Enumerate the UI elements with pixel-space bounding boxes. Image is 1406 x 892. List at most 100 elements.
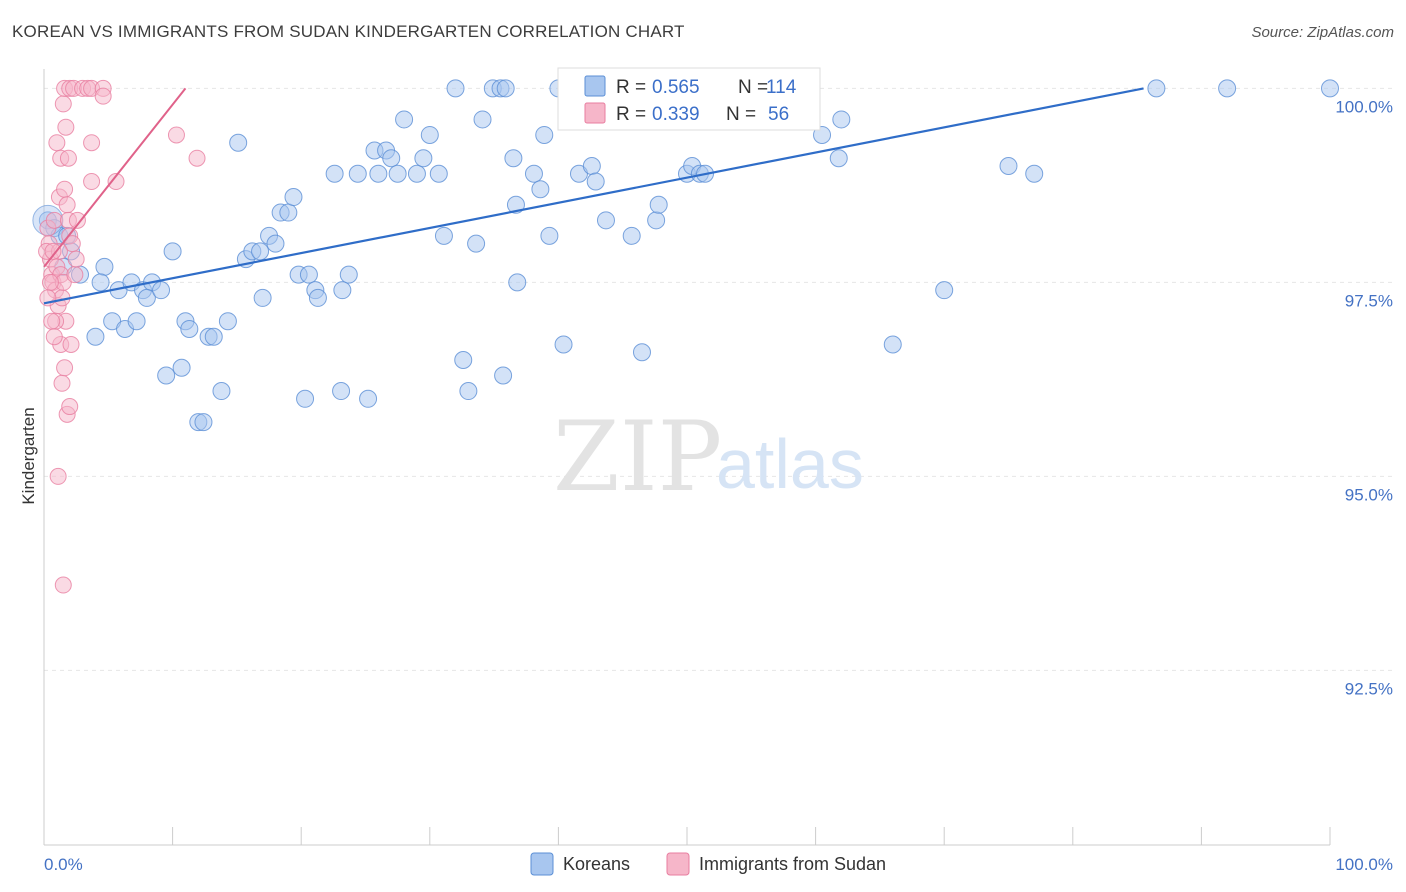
sudan-point bbox=[58, 196, 76, 214]
korean-point bbox=[632, 343, 651, 362]
korean-point bbox=[473, 110, 492, 129]
korean-point bbox=[152, 281, 171, 300]
korean-point bbox=[649, 195, 668, 214]
legend-korean-n-value: 114 bbox=[766, 77, 797, 98]
korean-point bbox=[999, 157, 1018, 175]
korean-point bbox=[308, 288, 327, 307]
sudan-point bbox=[68, 211, 86, 229]
legend-korean-r-label: R = bbox=[616, 77, 646, 98]
sudan-point bbox=[167, 126, 185, 144]
korean-point bbox=[434, 226, 453, 245]
korean-point bbox=[127, 312, 146, 331]
sudan-point bbox=[49, 467, 67, 485]
korean-point bbox=[496, 79, 515, 98]
korean-point bbox=[504, 149, 523, 168]
korean-point bbox=[524, 164, 543, 183]
korean-point bbox=[332, 382, 351, 401]
sudan-point bbox=[61, 398, 79, 416]
korean-point bbox=[446, 79, 465, 98]
korean-point bbox=[459, 382, 478, 401]
korean-point bbox=[596, 211, 615, 230]
series-koreans bbox=[32, 79, 1339, 432]
sudan-point bbox=[45, 211, 63, 229]
korean-point bbox=[194, 413, 213, 432]
sudan-point bbox=[56, 180, 74, 198]
y-tick-label: 97.5% bbox=[1345, 291, 1393, 310]
korean-point bbox=[586, 172, 605, 191]
watermark-zip: ZIP bbox=[553, 401, 722, 513]
sudan-point bbox=[41, 273, 59, 291]
korean-point bbox=[137, 288, 156, 307]
korean-point bbox=[883, 335, 902, 354]
bottom-legend-sudan-swatch bbox=[666, 852, 690, 876]
legend-sudan-r-value: 0.339 bbox=[652, 104, 700, 125]
legend-sudan-n-value: 56 bbox=[768, 104, 789, 125]
korean-point bbox=[508, 273, 527, 292]
korean-point bbox=[180, 319, 199, 338]
korean-point bbox=[1218, 79, 1237, 98]
korean-point bbox=[388, 164, 407, 183]
korean-point bbox=[204, 327, 223, 346]
korean-point bbox=[429, 164, 448, 183]
korean-point bbox=[647, 211, 666, 230]
sudan-point bbox=[54, 576, 72, 594]
sudan-point bbox=[107, 173, 125, 191]
korean-point bbox=[506, 195, 525, 214]
korean-point bbox=[348, 164, 367, 183]
legend-korean-r-value: 0.565 bbox=[652, 77, 700, 98]
korean-point bbox=[229, 133, 248, 152]
korean-point bbox=[531, 180, 550, 199]
x-tick-label: 100.0% bbox=[1335, 855, 1393, 874]
legend-sudan-swatch bbox=[584, 102, 606, 124]
y-tick-labels: 92.5% 95.0% 97.5% 100.0% bbox=[1335, 97, 1393, 698]
korean-point bbox=[95, 257, 114, 276]
sudan-point bbox=[53, 374, 71, 392]
korean-point bbox=[540, 226, 559, 245]
watermark-atlas: atlas bbox=[716, 425, 864, 503]
korean-point bbox=[86, 327, 105, 346]
korean-point bbox=[414, 149, 433, 168]
korean-point bbox=[622, 226, 641, 245]
y-tick-label: 95.0% bbox=[1345, 485, 1393, 504]
sudan-point bbox=[43, 312, 61, 330]
korean-point bbox=[935, 281, 954, 300]
korean-point bbox=[91, 273, 110, 292]
korean-point bbox=[494, 366, 513, 385]
korean-point bbox=[253, 288, 272, 307]
bottom-legend: Koreans Immigrants from Sudan bbox=[530, 852, 886, 876]
korean-point bbox=[420, 125, 439, 144]
sudan-point bbox=[44, 242, 62, 260]
korean-point bbox=[582, 157, 601, 175]
korean-point bbox=[218, 312, 237, 331]
sudan-point bbox=[48, 134, 66, 152]
korean-point bbox=[829, 149, 848, 168]
series-sudan bbox=[38, 79, 206, 594]
sudan-point bbox=[188, 149, 206, 167]
x-tick-label: 0.0% bbox=[44, 855, 83, 874]
sudan-point bbox=[94, 87, 112, 105]
korean-point bbox=[157, 366, 176, 385]
korean-point bbox=[279, 203, 298, 222]
sudan-trend-line bbox=[43, 87, 187, 268]
korean-point bbox=[554, 335, 573, 354]
grid-lines bbox=[44, 87, 1392, 671]
korean-point bbox=[339, 265, 358, 284]
korean-point bbox=[359, 389, 378, 408]
top-legend: R = 0.565 N = 114 R = 0.339 N = 56 bbox=[557, 67, 821, 131]
sudan-point bbox=[56, 359, 74, 377]
korean-point bbox=[163, 242, 182, 261]
watermark: ZIP atlas bbox=[553, 401, 864, 513]
bottom-legend-korean-swatch bbox=[530, 852, 554, 876]
korean-point bbox=[172, 358, 191, 377]
korean-point bbox=[832, 110, 851, 129]
korean-point bbox=[407, 164, 426, 183]
korean-point bbox=[1025, 164, 1044, 183]
korean-point bbox=[333, 281, 352, 300]
trend-lines bbox=[43, 87, 1144, 305]
sudan-point bbox=[45, 328, 63, 346]
korean-point bbox=[395, 110, 414, 129]
legend-korean-swatch bbox=[584, 75, 606, 97]
chart-title: KOREAN VS IMMIGRANTS FROM SUDAN KINDERGA… bbox=[12, 22, 685, 41]
korean-point bbox=[284, 188, 303, 207]
